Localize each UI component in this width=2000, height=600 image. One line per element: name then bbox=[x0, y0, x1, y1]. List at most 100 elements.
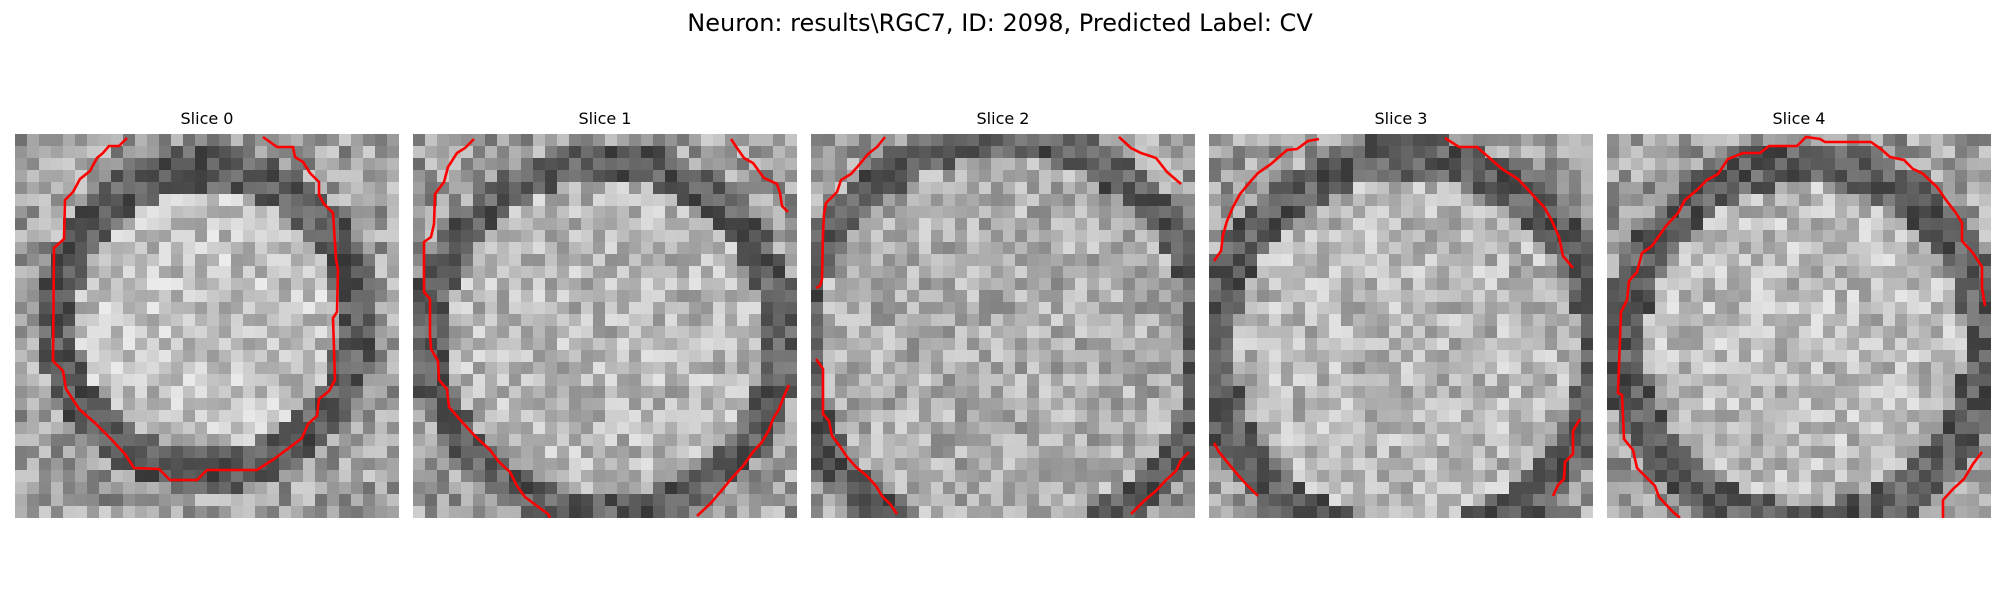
image-pixel bbox=[1667, 386, 1680, 399]
image-pixel bbox=[111, 470, 124, 483]
image-pixel bbox=[931, 134, 944, 147]
image-pixel bbox=[653, 206, 666, 219]
image-pixel bbox=[1293, 182, 1306, 195]
image-pixel bbox=[919, 146, 932, 159]
image-pixel bbox=[1377, 458, 1390, 471]
image-pixel bbox=[1569, 398, 1582, 411]
image-pixel bbox=[1691, 446, 1704, 459]
image-pixel bbox=[895, 314, 908, 327]
image-pixel bbox=[231, 206, 244, 219]
image-pixel bbox=[1643, 410, 1656, 423]
image-pixel bbox=[1063, 314, 1076, 327]
image-pixel bbox=[147, 338, 160, 351]
image-pixel bbox=[883, 206, 896, 219]
image-pixel bbox=[701, 206, 714, 219]
image-pixel bbox=[1425, 242, 1438, 255]
image-pixel bbox=[1353, 218, 1366, 231]
image-pixel bbox=[123, 434, 136, 447]
image-pixel bbox=[1643, 194, 1656, 207]
image-pixel bbox=[1329, 302, 1342, 315]
image-pixel bbox=[387, 158, 399, 171]
image-pixel bbox=[545, 170, 558, 183]
image-pixel bbox=[1497, 254, 1510, 267]
image-pixel bbox=[629, 350, 642, 363]
image-pixel bbox=[1979, 194, 1991, 207]
image-pixel bbox=[1389, 278, 1402, 291]
image-pixel bbox=[1871, 170, 1884, 183]
image-pixel bbox=[1691, 218, 1704, 231]
image-pixel bbox=[243, 458, 256, 471]
image-pixel bbox=[1233, 338, 1246, 351]
image-pixel bbox=[581, 230, 594, 243]
image-pixel bbox=[1377, 170, 1390, 183]
image-pixel bbox=[931, 182, 944, 195]
image-pixel bbox=[943, 362, 956, 375]
image-pixel bbox=[135, 206, 148, 219]
image-pixel bbox=[653, 290, 666, 303]
image-pixel bbox=[1209, 494, 1222, 507]
image-pixel bbox=[1087, 302, 1100, 315]
image-pixel bbox=[1533, 230, 1546, 243]
image-pixel bbox=[1159, 218, 1172, 231]
image-pixel bbox=[363, 350, 376, 363]
image-pixel bbox=[593, 290, 606, 303]
image-pixel bbox=[1787, 410, 1800, 423]
image-pixel bbox=[1461, 362, 1474, 375]
image-pixel bbox=[159, 134, 172, 147]
image-pixel bbox=[473, 314, 486, 327]
image-pixel bbox=[1679, 434, 1692, 447]
image-pixel bbox=[1895, 398, 1908, 411]
image-pixel bbox=[1233, 278, 1246, 291]
image-pixel bbox=[1015, 206, 1028, 219]
image-pixel bbox=[1727, 374, 1740, 387]
image-pixel bbox=[521, 398, 534, 411]
image-pixel bbox=[63, 170, 76, 183]
image-pixel bbox=[545, 482, 558, 495]
image-pixel bbox=[1643, 254, 1656, 267]
image-pixel bbox=[737, 134, 750, 147]
image-pixel bbox=[87, 326, 100, 339]
image-pixel bbox=[1293, 386, 1306, 399]
image-pixel bbox=[1329, 386, 1342, 399]
image-pixel bbox=[1485, 482, 1498, 495]
image-pixel bbox=[1257, 194, 1270, 207]
image-pixel bbox=[919, 230, 932, 243]
image-pixel bbox=[677, 446, 690, 459]
image-pixel bbox=[1317, 302, 1330, 315]
image-pixel bbox=[1413, 158, 1426, 171]
image-pixel bbox=[1847, 446, 1860, 459]
image-pixel bbox=[1919, 134, 1932, 147]
image-pixel bbox=[1449, 194, 1462, 207]
image-pixel bbox=[1691, 206, 1704, 219]
image-pixel bbox=[1931, 242, 1944, 255]
image-pixel bbox=[1269, 314, 1282, 327]
image-pixel bbox=[545, 206, 558, 219]
image-pixel bbox=[749, 278, 762, 291]
image-pixel bbox=[773, 434, 786, 447]
image-pixel bbox=[1183, 134, 1195, 147]
image-pixel bbox=[255, 326, 268, 339]
image-pixel bbox=[255, 302, 268, 315]
image-pixel bbox=[701, 362, 714, 375]
image-pixel bbox=[413, 482, 426, 495]
image-pixel bbox=[617, 206, 630, 219]
image-pixel bbox=[1835, 338, 1848, 351]
image-pixel bbox=[497, 470, 510, 483]
image-pixel bbox=[1293, 242, 1306, 255]
image-pixel bbox=[1787, 434, 1800, 447]
image-pixel bbox=[605, 506, 618, 518]
image-pixel bbox=[27, 146, 40, 159]
image-pixel bbox=[485, 362, 498, 375]
image-pixel bbox=[1147, 290, 1160, 303]
image-pixel bbox=[955, 266, 968, 279]
image-pixel bbox=[629, 182, 642, 195]
image-pixel bbox=[485, 434, 498, 447]
image-pixel bbox=[1209, 482, 1222, 495]
image-pixel bbox=[63, 362, 76, 375]
image-pixel bbox=[1931, 326, 1944, 339]
image-pixel bbox=[1943, 278, 1956, 291]
image-pixel bbox=[823, 386, 836, 399]
image-pixel bbox=[581, 266, 594, 279]
image-pixel bbox=[1099, 266, 1112, 279]
image-pixel bbox=[1075, 218, 1088, 231]
